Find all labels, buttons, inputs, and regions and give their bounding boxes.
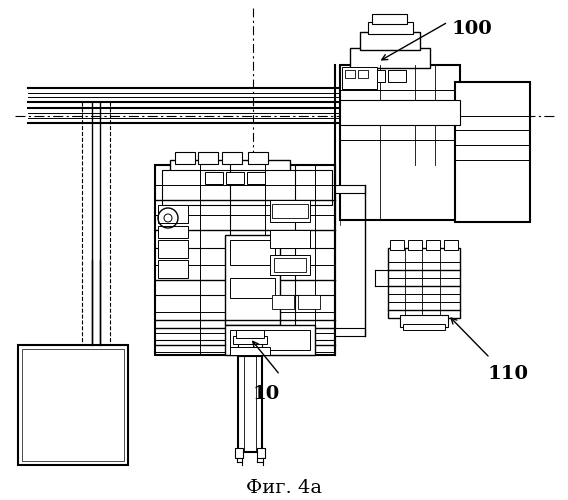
Bar [444,240,458,250]
Bar [230,278,275,298]
Bar [247,172,265,184]
Bar [222,152,242,164]
Bar [340,65,460,220]
Bar [335,185,365,193]
Bar [388,70,406,82]
Bar [18,345,128,465]
Bar [257,448,265,458]
Bar [360,32,420,50]
Bar [372,14,407,24]
Bar [370,70,385,82]
Bar [170,160,290,175]
Bar [162,170,332,205]
Bar [274,258,306,272]
Bar [340,100,460,125]
Bar [270,230,310,248]
Text: 110: 110 [488,365,529,383]
Bar [298,295,320,309]
Bar [426,240,440,250]
Text: Фиг. 4a: Фиг. 4a [246,479,322,497]
Bar [270,200,310,222]
Bar [238,352,262,452]
Bar [358,70,368,78]
Bar [400,315,448,327]
Bar [368,22,413,34]
Bar [345,70,355,78]
Bar [230,330,310,350]
Bar [225,325,315,355]
Text: 100: 100 [452,20,493,38]
Bar [198,152,218,164]
Bar [158,226,188,238]
Bar [230,240,275,265]
Bar [350,48,430,68]
Bar [158,205,188,223]
Text: 10: 10 [253,385,280,403]
Bar [270,255,310,275]
Bar [403,324,445,330]
Bar [236,330,264,338]
Bar [455,82,530,222]
Bar [233,336,267,344]
Bar [238,342,262,356]
Bar [22,349,124,461]
Bar [158,260,188,278]
Bar [342,67,377,89]
Bar [272,204,308,218]
Bar [390,240,404,250]
Bar [335,328,365,336]
Bar [175,152,195,164]
Bar [158,240,188,258]
Bar [350,70,365,82]
Bar [226,172,244,184]
Bar [248,152,268,164]
Bar [408,240,422,250]
Bar [272,295,294,309]
Bar [235,448,243,458]
Bar [388,248,460,318]
Bar [205,172,223,184]
Bar [155,165,335,355]
Bar [230,347,270,355]
Bar [225,235,280,325]
